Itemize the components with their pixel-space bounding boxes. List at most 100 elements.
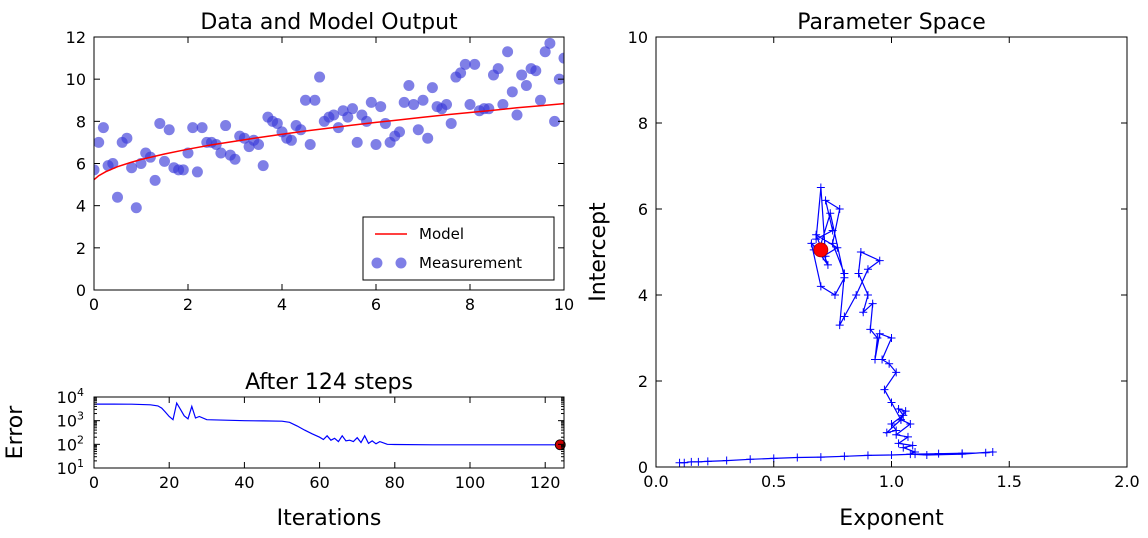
trajectory-point [863, 265, 872, 274]
trajectory-point [812, 230, 821, 239]
measurement-point [441, 98, 452, 110]
measurement-point [483, 103, 495, 115]
trajectory-point [901, 407, 910, 416]
trajectory-point [856, 248, 865, 256]
trajectory-point [840, 452, 849, 461]
trajectory-point [854, 269, 863, 278]
parameter-space-panel: 0.0 0.5 1.0 1.5 2.0 0 2 4 6 8 10 Parameter Space Exp… [586, 10, 1140, 531]
measurement-point [107, 158, 119, 169]
measurement-point [295, 124, 307, 136]
trajectory-point [875, 329, 884, 338]
trajectory-point [882, 428, 891, 437]
trajectory-point [906, 420, 915, 428]
trajectory-point [680, 458, 689, 467]
y-tick-label: 6 [638, 200, 648, 219]
trajectory-point [828, 226, 837, 235]
trajectory-point [885, 359, 894, 368]
measurement-point [300, 94, 311, 106]
legend-measurement-swatch-1 [371, 257, 383, 269]
x-tick-label: 2 [183, 295, 193, 314]
measurement-point [94, 164, 100, 176]
trajectory-point [793, 453, 802, 462]
measurement-point [253, 139, 264, 151]
trajectory-point [816, 282, 825, 291]
measurement-point [544, 37, 556, 49]
plot-frame [93, 396, 565, 469]
trajectory-point [807, 239, 816, 248]
x-tick-label: 8 [465, 295, 475, 314]
measurement-point [229, 153, 241, 165]
measurement-point [464, 98, 476, 110]
trajectory-point [892, 426, 901, 435]
measurement-point [177, 164, 189, 176]
measurement-point [238, 132, 250, 144]
y-tick-label: 4 [638, 286, 648, 305]
y-tick-label: 2 [638, 372, 648, 391]
trajectory-point [703, 457, 712, 466]
measurement-point [351, 136, 363, 148]
measurement-point [342, 111, 354, 123]
y-tick-label: 103 [57, 410, 84, 431]
model-line [94, 102, 564, 181]
y-tick-label: 8 [76, 112, 86, 131]
y-tick-label: 0 [76, 281, 86, 300]
measurement-point [535, 94, 546, 106]
measurement-point [445, 117, 457, 129]
x-tick-label: 20 [159, 473, 179, 492]
legend-box [362, 216, 555, 281]
measurement-point [97, 122, 109, 134]
trajectory-point [892, 368, 901, 377]
trajectory-point [878, 355, 887, 364]
trajectory-point [863, 291, 872, 299]
trajectory-point [911, 447, 920, 456]
y-tick-label: 0 [638, 458, 648, 477]
trajectory-point [830, 291, 839, 299]
trajectory-point [887, 420, 896, 428]
x-tick-label: 0 [89, 473, 99, 492]
trajectory-point [873, 334, 882, 342]
measurement-point [309, 94, 321, 106]
x-tick-label: 0.5 [761, 472, 786, 491]
current-parameter-marker [813, 242, 829, 258]
trajectory-point [816, 183, 825, 192]
y-tick-label: 10 [66, 70, 86, 89]
measurement-point [497, 98, 509, 110]
measurement-point [426, 82, 438, 94]
trajectory-point [840, 312, 849, 321]
chart-title: Data and Model Output [200, 10, 458, 35]
trajectory-point [908, 441, 917, 450]
x-tick-label: 1.0 [879, 472, 904, 491]
measurement-point [558, 52, 564, 64]
measurement-point [469, 58, 481, 70]
measurement-point [417, 94, 429, 106]
trajectory-point [826, 209, 835, 218]
measurement-point [511, 109, 523, 121]
x-tick-label: 100 [455, 473, 486, 492]
measurement-point [365, 96, 377, 108]
trajectory-point [859, 308, 868, 317]
measurement-point [361, 115, 373, 127]
error-line [94, 401, 561, 446]
measurement-point [422, 132, 434, 144]
trajectory-point [868, 299, 877, 308]
measurement-point [539, 46, 551, 58]
x-tick-label: 40 [234, 473, 254, 492]
trajectory-point [746, 455, 755, 464]
trajectory-point [880, 385, 889, 394]
measurement-point [455, 67, 467, 79]
trajectory-point [687, 457, 696, 466]
measurement-point [347, 103, 358, 115]
plot-area [94, 37, 564, 214]
measurement-point [121, 132, 133, 144]
y-tick-label: 10 [628, 28, 648, 47]
x-tick-label: 0.0 [643, 472, 668, 491]
measurement-point [398, 96, 410, 108]
measurement-point [492, 63, 504, 75]
x-tick-label: 80 [385, 473, 405, 492]
trajectory-point [722, 456, 731, 465]
measurement-point [271, 117, 283, 129]
x-axis-label: Exponent [839, 506, 944, 531]
measurement-point [408, 98, 420, 110]
y-tick-label: 8 [638, 114, 648, 133]
